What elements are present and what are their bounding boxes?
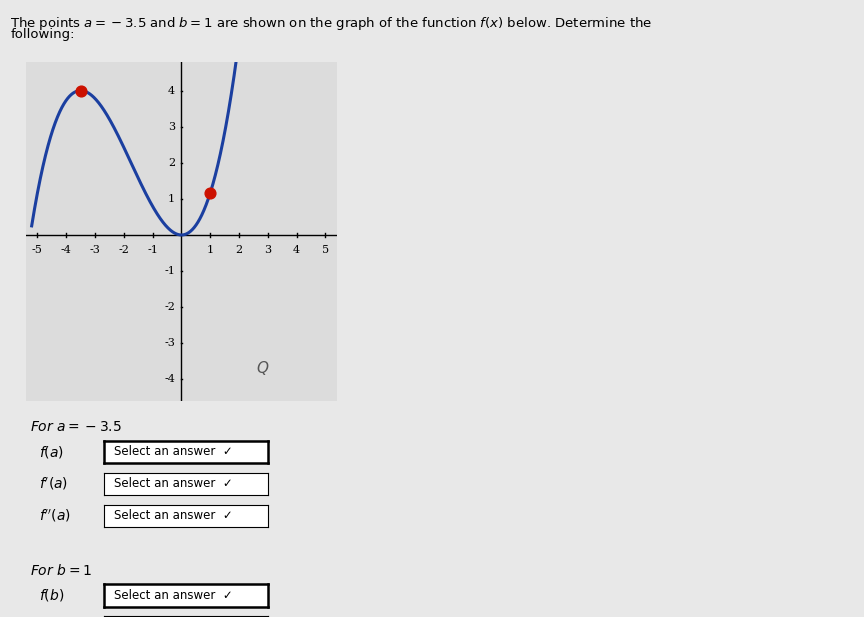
Text: -1: -1 [147,245,158,255]
Text: 3: 3 [168,122,175,131]
Text: 4: 4 [293,245,300,255]
Text: -2: -2 [164,302,175,312]
Text: 5: 5 [322,245,329,255]
Text: Q: Q [256,361,268,376]
Text: $f(b)$: $f(b)$ [39,587,64,603]
Text: Select an answer  ✓: Select an answer ✓ [113,445,232,458]
Point [203,188,217,198]
Text: Select an answer  ✓: Select an answer ✓ [113,477,232,491]
Text: -3: -3 [90,245,100,255]
Text: 2: 2 [168,158,175,168]
Text: -4: -4 [164,375,175,384]
Text: 3: 3 [264,245,271,255]
Text: -5: -5 [32,245,43,255]
Text: following:: following: [10,28,75,41]
Text: -2: -2 [118,245,130,255]
Text: $f(a)$: $f(a)$ [39,444,64,460]
Point [73,86,87,96]
Text: 4: 4 [168,86,175,96]
Text: $f''(a)$: $f''(a)$ [39,508,71,524]
Text: -1: -1 [164,266,175,276]
Text: $f'(a)$: $f'(a)$ [39,476,68,492]
Text: Select an answer  ✓: Select an answer ✓ [113,589,232,602]
Text: 1: 1 [206,245,213,255]
Text: -3: -3 [164,338,175,348]
Text: -4: -4 [60,245,72,255]
Text: 1: 1 [168,194,175,204]
Text: For $b = 1$: For $b = 1$ [30,563,92,578]
Text: The points $a =  - 3.5$ and $b = 1$ are shown on the graph of the function $f(x): The points $a = - 3.5$ and $b = 1$ are s… [10,15,652,33]
Text: For $a =  - 3.5$: For $a = - 3.5$ [30,420,122,434]
Text: Select an answer  ✓: Select an answer ✓ [113,509,232,523]
Text: 2: 2 [236,245,243,255]
